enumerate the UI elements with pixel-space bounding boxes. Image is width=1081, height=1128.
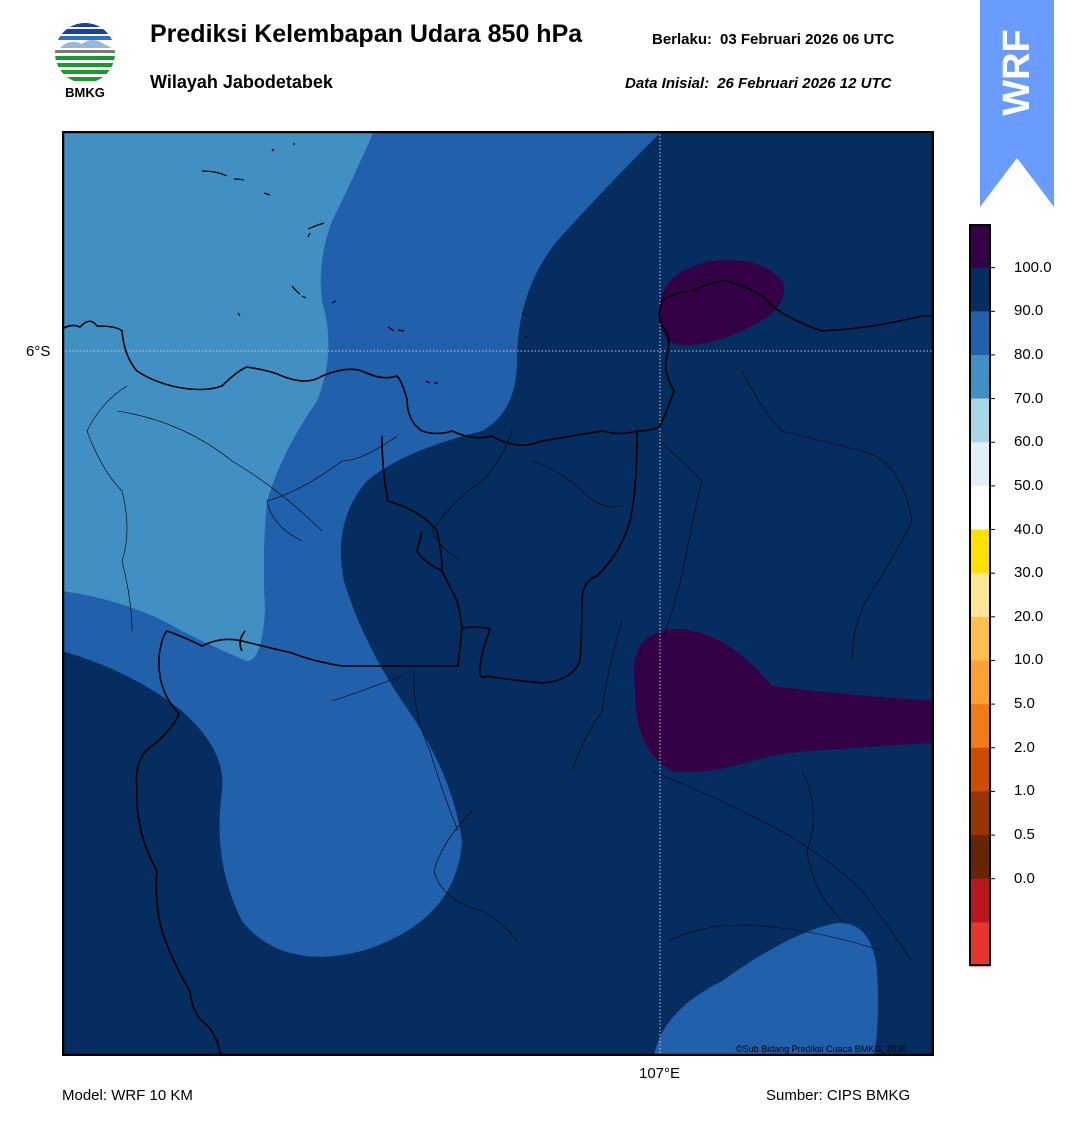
- colorbar-label: 40.0: [1014, 520, 1044, 538]
- colorbar-label: 50.0: [1014, 476, 1044, 494]
- colorbar-label: 60.0: [1014, 433, 1044, 451]
- zone-100-e: [634, 629, 934, 773]
- colorbar-swatch: [970, 442, 990, 487]
- colorbar-label: 10.0: [1014, 651, 1044, 669]
- colorbar-swatch: [970, 616, 990, 661]
- colorbar-label: 30.0: [1014, 564, 1044, 582]
- colorbar-swatch: [970, 660, 990, 705]
- latitude-label: 6°S: [26, 343, 51, 360]
- colorbar-swatch: [970, 835, 990, 880]
- colorbar-swatch: [970, 747, 990, 792]
- bmkg-logo-icon: [55, 23, 115, 83]
- wrf-badge-text: WRF: [995, 28, 1038, 116]
- colorbar-label: 0.0: [1014, 869, 1035, 887]
- copyright-text: ©Sub Bidang Prediksi Cuaca BMKG, 2020: [736, 1044, 907, 1054]
- chart-title: Prediksi Kelembapan Udara 850 hPa: [150, 20, 583, 48]
- wrf-badge: [980, 0, 1054, 207]
- colorbar-swatch: [970, 311, 990, 356]
- colorbar-label: 20.0: [1014, 607, 1044, 625]
- chart-subtitle: Wilayah Jabodetabek: [150, 72, 333, 92]
- colorbar-label: 90.0: [1014, 302, 1044, 320]
- longitude-label: 107°E: [639, 1065, 681, 1082]
- colorbar: [969, 224, 995, 967]
- map-frame: [62, 131, 934, 1056]
- humidity-map: [62, 131, 934, 1056]
- init-value: 26 Februari 2026 12 UTC: [717, 75, 892, 92]
- model-text: Model: WRF 10 KM: [62, 1087, 193, 1104]
- thousand-islands: [201, 143, 528, 384]
- colorbar-label: 70.0: [1014, 389, 1044, 407]
- logo-text: BMKG: [65, 85, 105, 100]
- colorbar-swatch: [970, 267, 990, 312]
- colorbar-label: 80.0: [1014, 345, 1044, 363]
- valid-time: Berlaku: 03 Februari 2026 06 UTC: [652, 31, 894, 48]
- valid-label: Berlaku:: [652, 31, 713, 48]
- colorbar-label: 5.0: [1014, 695, 1035, 713]
- zone-100-ne: [659, 260, 784, 345]
- zone-70-80: [62, 131, 374, 661]
- colorbar-swatch: [970, 573, 990, 618]
- colorbar-swatch: [970, 878, 990, 923]
- colorbar-swatch: [970, 398, 990, 443]
- colorbar-swatch: [970, 529, 990, 574]
- colorbar-swatch: [970, 704, 990, 749]
- colorbar-frame: [969, 224, 991, 966]
- colorbar-label: 2.0: [1014, 738, 1035, 756]
- colorbar-swatch: [970, 224, 990, 269]
- colorbar-swatch: [970, 922, 990, 967]
- colorbar-label: 0.5: [1014, 826, 1035, 844]
- regency-boundaries: [86, 370, 913, 962]
- colorbar-swatch: [970, 354, 990, 400]
- colorbar-label: 1.0: [1014, 782, 1035, 800]
- colorbar-swatch: [970, 485, 990, 531]
- source-text: Sumber: CIPS BMKG: [766, 1087, 911, 1104]
- colorbar-label: 100.0: [1014, 258, 1052, 276]
- valid-value: 03 Februari 2026 06 UTC: [720, 31, 895, 48]
- colorbar-swatch: [970, 791, 990, 836]
- zone-80-90-se: [654, 922, 878, 1056]
- init-time: Data Inisial: 26 Februari 2026 12 UTC: [625, 75, 891, 92]
- init-label: Data Inisial:: [625, 75, 710, 92]
- coastline: [62, 280, 934, 1056]
